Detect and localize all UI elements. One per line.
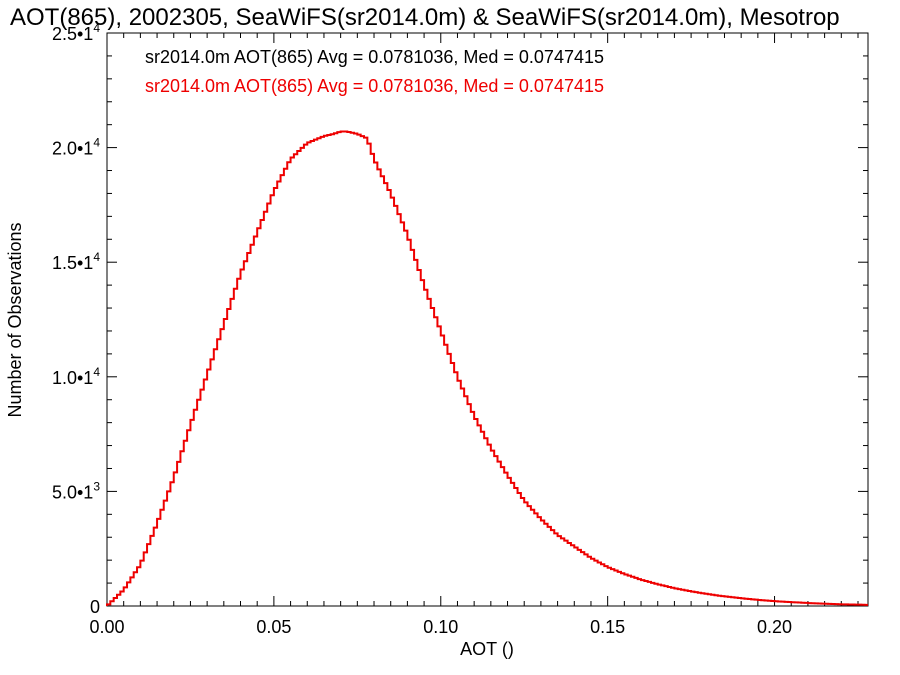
- chart-title: AOT(865), 2002305, SeaWiFS(sr2014.0m) & …: [10, 4, 840, 31]
- y-tick-label: 1.0•14: [52, 365, 100, 388]
- y-tick-label: 5.0•13: [52, 479, 100, 502]
- histogram-series-line: [106, 130, 868, 606]
- y-axis-ticks: 0 5.0•13 1.0•14 1.5•14 2.0•14 2.5•14: [52, 21, 868, 617]
- y-tick-label: 2.5•14: [52, 21, 100, 44]
- y-tick-label: 2.0•14: [52, 136, 100, 159]
- x-axis-label: AOT (): [460, 639, 514, 659]
- x-tick-label: 0.15: [590, 617, 625, 637]
- y-tick-label: 0: [90, 597, 100, 617]
- stats-annotation-black: sr2014.0m AOT(865) Avg = 0.0781036, Med …: [145, 47, 604, 67]
- x-tick-label: 0.10: [423, 617, 458, 637]
- x-tick-label: 0.00: [89, 617, 124, 637]
- y-axis-label: Number of Observations: [5, 222, 25, 417]
- y-tick-label: 1.5•14: [52, 250, 100, 273]
- x-axis-ticks: 0.00 0.05 0.10 0.15 0.20: [89, 33, 859, 637]
- stats-annotation-red: sr2014.0m AOT(865) Avg = 0.0781036, Med …: [145, 76, 604, 96]
- plot-frame: [106, 32, 869, 607]
- x-tick-label: 0.05: [256, 617, 291, 637]
- x-tick-label: 0.20: [757, 617, 792, 637]
